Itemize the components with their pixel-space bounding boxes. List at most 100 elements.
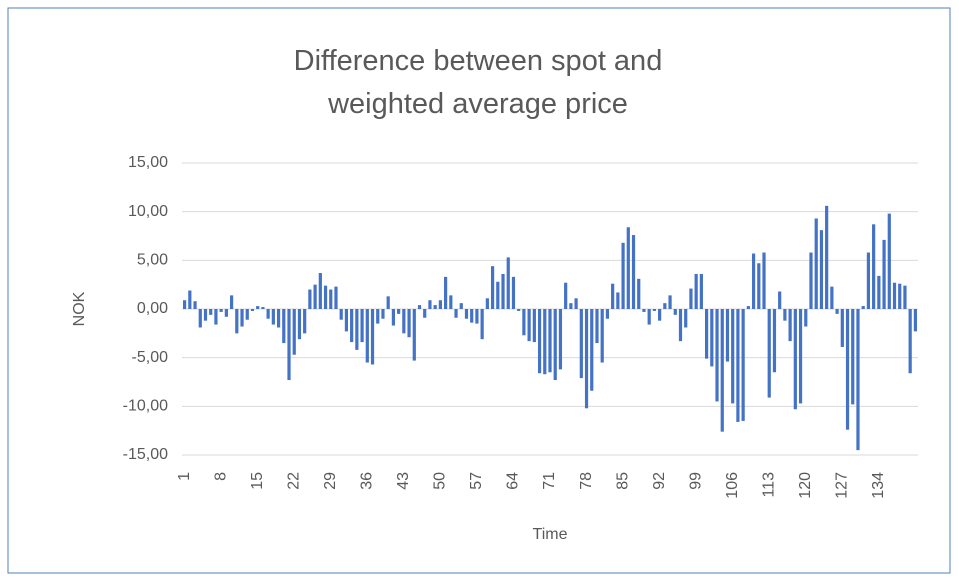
bar: [511, 276, 516, 309]
bar: [470, 309, 474, 323]
bar: [861, 306, 865, 309]
x-tick-label: 106: [724, 472, 741, 499]
bar: [778, 291, 782, 309]
bar: [631, 235, 636, 309]
bar: [438, 300, 442, 309]
y-tick-label: 15,00: [128, 154, 168, 171]
bar: [517, 309, 521, 311]
bar: [183, 300, 187, 309]
bar: [647, 309, 651, 325]
bar: [736, 309, 740, 422]
bar: [532, 309, 536, 343]
bar: [256, 306, 260, 309]
bar: [872, 224, 876, 309]
bar: [397, 309, 401, 314]
bar: [840, 309, 844, 347]
bar: [866, 252, 871, 309]
bar: [329, 289, 333, 309]
bar: [830, 286, 834, 309]
x-tick-label: 15: [249, 472, 266, 490]
bar: [892, 282, 897, 309]
bar: [250, 309, 255, 311]
bar: [741, 309, 745, 421]
bar: [569, 303, 573, 309]
bar: [350, 309, 354, 343]
bar: [391, 309, 396, 326]
bar: [845, 309, 850, 430]
bar: [198, 309, 202, 328]
bar: [819, 230, 824, 309]
bar: [407, 309, 411, 338]
bar: [903, 285, 907, 309]
bar: [663, 303, 667, 309]
bar: [804, 309, 808, 327]
y-tick-label: -15,00: [123, 446, 168, 463]
x-tick-label: 134: [870, 472, 887, 499]
bar: [323, 285, 328, 309]
bar: [209, 309, 213, 315]
bar: [454, 309, 458, 318]
bar: [574, 298, 578, 309]
bar: [214, 309, 218, 325]
chart-title: Difference between spot and weighted ave…: [293, 45, 663, 120]
bar: [751, 253, 756, 309]
bar: [908, 309, 912, 374]
y-tick-label: 5,00: [137, 252, 168, 269]
bar: [417, 305, 422, 309]
x-tick-label: 113: [760, 472, 777, 498]
x-axis-label: Time: [533, 526, 568, 543]
bar: [746, 306, 750, 309]
bar: [229, 295, 234, 309]
y-tick-label: -5,00: [132, 349, 169, 366]
bar: [423, 309, 427, 318]
bar: [658, 309, 662, 321]
bar: [501, 273, 505, 309]
bar: [825, 205, 829, 309]
bar: [856, 309, 860, 451]
x-tick-label: 22: [285, 472, 302, 490]
bar: [433, 305, 437, 309]
bar: [621, 242, 625, 309]
bar: [699, 273, 703, 309]
bar: [318, 272, 322, 309]
x-tick-label: 71: [541, 472, 558, 490]
bar: [835, 309, 839, 314]
bar: [704, 309, 709, 359]
bar: [694, 273, 698, 309]
bar: [485, 298, 489, 309]
x-tick-label: 8: [212, 472, 229, 481]
bar: [203, 309, 208, 321]
x-tick-label: 1: [176, 472, 193, 481]
bar: [527, 309, 531, 342]
bar: [590, 309, 594, 391]
bar: [600, 309, 604, 363]
bar: [412, 309, 416, 361]
bar: [851, 309, 855, 405]
bar: [642, 309, 646, 312]
bar: [762, 252, 766, 309]
bar: [313, 284, 317, 309]
bar: [720, 309, 724, 432]
x-tick-label: 92: [651, 472, 668, 490]
bar: [793, 309, 797, 410]
bar: [684, 309, 688, 328]
x-tick-label: 120: [797, 472, 814, 499]
bar: [537, 309, 542, 374]
bar: [360, 309, 364, 343]
x-tick-label: 127: [834, 472, 851, 499]
bar: [877, 275, 881, 309]
bar: [616, 292, 620, 309]
bar: [355, 309, 359, 350]
bar: [271, 309, 275, 325]
bar: [224, 309, 228, 317]
bar: [710, 309, 714, 367]
bar: [605, 309, 610, 319]
bar: [240, 309, 244, 327]
bar: [287, 309, 291, 381]
bar: [715, 309, 719, 402]
y-axis-label: NOK: [71, 291, 88, 326]
bar: [522, 309, 526, 336]
bar: [334, 286, 338, 309]
bar: [809, 252, 813, 309]
